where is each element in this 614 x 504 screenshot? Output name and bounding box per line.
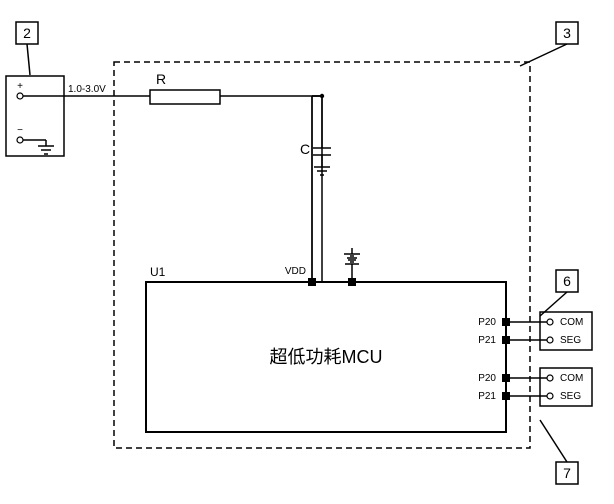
svg-text:P20: P20 bbox=[478, 373, 496, 384]
svg-text:+: + bbox=[17, 81, 23, 92]
svg-text:6: 6 bbox=[563, 273, 571, 289]
svg-text:P20: P20 bbox=[478, 317, 496, 328]
svg-text:3: 3 bbox=[563, 25, 571, 41]
svg-text:2: 2 bbox=[23, 25, 31, 41]
svg-text:R: R bbox=[156, 71, 166, 87]
svg-text:COM: COM bbox=[560, 317, 583, 328]
svg-text:P21: P21 bbox=[478, 335, 496, 346]
svg-text:1.0-3.0V: 1.0-3.0V bbox=[68, 84, 106, 95]
svg-text:超低功耗MCU: 超低功耗MCU bbox=[270, 347, 383, 367]
svg-text:COM: COM bbox=[560, 373, 583, 384]
svg-text:SEG: SEG bbox=[560, 335, 581, 346]
svg-text:P21: P21 bbox=[478, 391, 496, 402]
svg-text:VDD: VDD bbox=[285, 266, 306, 277]
svg-text:SEG: SEG bbox=[560, 391, 581, 402]
svg-text:C: C bbox=[300, 141, 310, 157]
svg-text:−: − bbox=[17, 125, 23, 136]
svg-text:7: 7 bbox=[563, 465, 571, 481]
svg-text:U1: U1 bbox=[150, 265, 166, 279]
